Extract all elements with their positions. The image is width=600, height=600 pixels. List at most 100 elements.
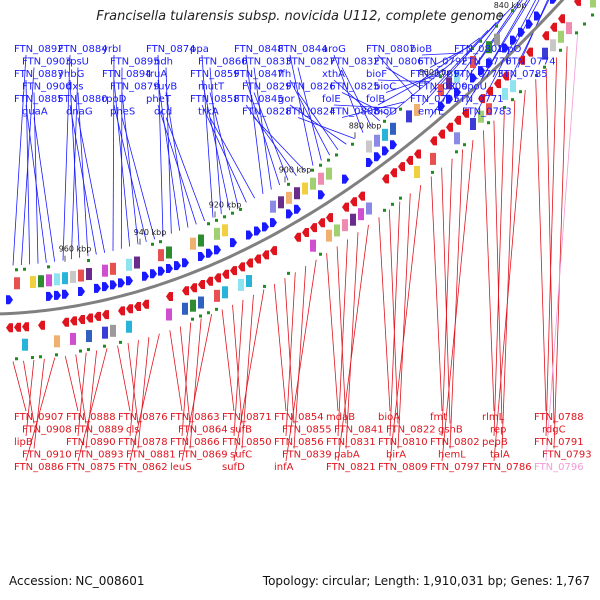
gene-label[interactable]: FTN_0874	[146, 44, 196, 55]
gene-label[interactable]: xthA	[322, 69, 345, 80]
gene-label[interactable]: rpoD	[102, 94, 127, 105]
gene-label[interactable]: FTN_0783	[462, 107, 512, 118]
gene-label[interactable]: FTN_0822	[386, 425, 436, 436]
gene-label[interactable]: FTN_0789	[410, 69, 460, 80]
gene-label[interactable]: FTN_0829	[242, 82, 292, 93]
gene-label[interactable]: FTN_0879	[110, 82, 160, 93]
gene-label[interactable]: sufB	[230, 425, 252, 436]
gene-label[interactable]: FTN_0796	[534, 462, 584, 473]
gene-label[interactable]: bioD	[374, 107, 397, 118]
gene-label[interactable]: ruvB	[154, 82, 177, 93]
gene-label[interactable]: folB	[366, 94, 385, 105]
gene-label[interactable]: FTN_0910	[22, 450, 72, 461]
gene-label[interactable]: dnaG	[66, 107, 93, 118]
gene-label[interactable]: FTN_0771	[454, 94, 504, 105]
gene-label[interactable]: FTN_0869	[178, 450, 228, 461]
gene-label[interactable]: FTN_0856	[274, 437, 324, 448]
gene-label[interactable]: pheS	[110, 107, 135, 118]
gene-label[interactable]: dxs	[66, 82, 83, 93]
gene-label[interactable]: yhbG	[58, 69, 84, 80]
gene-label[interactable]: FTN_0831	[326, 437, 376, 448]
gene-label[interactable]: FTN_0788	[534, 412, 584, 423]
gene-label[interactable]: FTN_0887	[14, 69, 64, 80]
gene-label[interactable]: gshB	[438, 425, 463, 436]
gene-label[interactable]: FTN_0863	[170, 412, 220, 423]
gene-label[interactable]: FTN_0862	[118, 462, 168, 473]
gene-label[interactable]: sufC	[230, 450, 252, 461]
gene-label[interactable]: FTN_0894	[102, 69, 152, 80]
gene-label[interactable]: FTN_0892	[14, 44, 64, 55]
gene-label[interactable]: pheT	[146, 94, 172, 105]
gene-label[interactable]: FTN_0833	[242, 57, 292, 68]
gene-label[interactable]: FTN_0791	[534, 437, 584, 448]
gene-label[interactable]: FTN_0832	[330, 57, 380, 68]
gene-label[interactable]: FTN_0888	[66, 412, 116, 423]
gene-label[interactable]: FTN_0810	[378, 437, 428, 448]
gene-label[interactable]: FTN_0875	[66, 462, 116, 473]
gene-label[interactable]: rdgC	[542, 425, 566, 436]
gene-label[interactable]: ffh	[278, 69, 291, 80]
gene-label[interactable]: FTN_0878	[118, 437, 168, 448]
gene-label[interactable]: dcd	[154, 107, 172, 118]
gene-label[interactable]: FTN_0860	[198, 57, 248, 68]
gene-label[interactable]: spoU	[462, 82, 487, 93]
gene-label[interactable]: ndh	[154, 57, 173, 68]
gene-label[interactable]: FTN_0890	[66, 437, 116, 448]
gene-label[interactable]: FTN_0884	[58, 44, 108, 55]
gene-label[interactable]: FTN_0797	[430, 462, 480, 473]
gene-label[interactable]: FTN_0895	[110, 57, 160, 68]
gene-label[interactable]: FTN_0801	[454, 44, 504, 55]
gene-label[interactable]: FTN_0786	[482, 462, 532, 473]
gene-label[interactable]: FTN_0826	[286, 82, 336, 93]
gene-label[interactable]: FTN_0824	[286, 107, 336, 118]
gene-label[interactable]: FTN_0807	[366, 44, 416, 55]
gene-label[interactable]: FTN_0880	[58, 94, 108, 105]
gene-label[interactable]: bioB	[410, 44, 432, 55]
gene-label[interactable]: guaA	[22, 107, 48, 118]
gene-label[interactable]: FTN_0886	[14, 462, 64, 473]
gene-label[interactable]: FTN_0828	[242, 107, 292, 118]
gene-label[interactable]: FTN_0793	[542, 450, 592, 461]
gene-label[interactable]: mdaB	[326, 412, 355, 423]
gene-label[interactable]: FTN_0770	[462, 57, 512, 68]
gene-label[interactable]: pabA	[334, 450, 360, 461]
gene-label[interactable]: FTN_0792	[418, 57, 468, 68]
gene-label[interactable]: FTN_0848	[234, 44, 284, 55]
gene-label[interactable]: FTN_0773	[454, 69, 504, 80]
gene-label[interactable]: rep	[490, 425, 506, 436]
gene-label[interactable]: hemL	[438, 450, 466, 461]
gene-label[interactable]: infA	[274, 462, 294, 473]
gene-label[interactable]: FTN_0800	[418, 82, 468, 93]
gene-label[interactable]: FTN_0809	[378, 462, 428, 473]
gene-label[interactable]: FTN_0876	[118, 412, 168, 423]
gene-label[interactable]: FTN_0774	[506, 57, 556, 68]
gene-label[interactable]: mutT	[198, 82, 225, 93]
gene-label[interactable]: emrE	[418, 107, 444, 118]
gene-label[interactable]: FTN_0844	[278, 44, 328, 55]
gene-label[interactable]: tspO	[498, 44, 521, 55]
gene-label[interactable]: folE	[322, 94, 341, 105]
gene-label[interactable]: FTN_0839	[282, 450, 332, 461]
gene-label[interactable]: FTN_0827	[286, 57, 336, 68]
gene-label[interactable]: fmt	[430, 412, 447, 423]
gene-label[interactable]: FTN_0808	[330, 107, 380, 118]
gene-label[interactable]: FTN_0847	[234, 69, 284, 80]
gene-label[interactable]: ppa	[190, 44, 209, 55]
gene-label[interactable]: gor	[278, 94, 295, 105]
gene-label[interactable]: cls	[126, 425, 140, 436]
gene-label[interactable]: talA	[490, 450, 510, 461]
gene-label[interactable]: FTN_0859	[190, 69, 240, 80]
gene-label[interactable]: sufD	[222, 462, 245, 473]
gene-label[interactable]: FTN_0845	[234, 94, 284, 105]
gene-label[interactable]: FTN_0854	[274, 412, 324, 423]
gene-label[interactable]: FTN_0825	[330, 82, 380, 93]
gene-label[interactable]: bioC	[374, 82, 396, 93]
gene-label[interactable]: FTN_0864	[178, 425, 228, 436]
gene-label[interactable]: rlmL	[482, 412, 505, 423]
gene-label[interactable]: FTN_0907	[14, 412, 64, 423]
gene-label[interactable]: rpsU	[66, 57, 89, 68]
gene-label[interactable]: FTN_0785	[498, 69, 548, 80]
gene-label[interactable]: leuS	[170, 462, 192, 473]
gene-label[interactable]: FTN_0841	[334, 425, 384, 436]
gene-label[interactable]: FTN_0866	[170, 437, 220, 448]
